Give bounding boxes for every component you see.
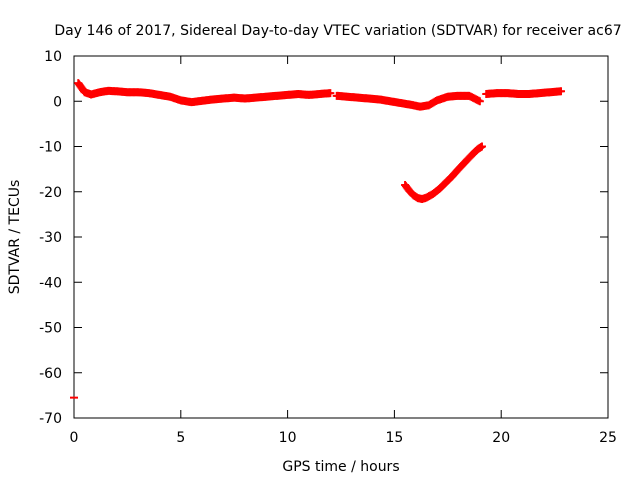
x-tick-label: 0: [70, 430, 79, 446]
y-tick-label: 0: [53, 94, 62, 110]
y-tick-label: -10: [39, 140, 62, 156]
x-axis: 0 5 10 15 20 25: [70, 56, 617, 446]
data-point-hook-track: [477, 142, 486, 151]
y-tick-label: -70: [39, 411, 62, 427]
data-point-main-track: [326, 89, 335, 98]
chart-title: Day 146 of 2017, Sidereal Day-to-day VTE…: [54, 23, 621, 39]
plot-frame: [73, 55, 609, 419]
x-tick-label: 15: [385, 430, 403, 446]
y-axis: 10 0 -10 -20 -30 -40 -50 -60 -70: [39, 49, 608, 427]
y-tick-label: -40: [39, 275, 62, 291]
y-tick-label: -50: [39, 321, 62, 337]
x-tick-label: 10: [279, 430, 297, 446]
x-tick-label: 25: [599, 430, 617, 446]
y-tick-label: -30: [39, 230, 62, 246]
data-points: [70, 79, 566, 399]
x-tick-label: 5: [176, 430, 185, 446]
data-point-main-track-3: [557, 87, 566, 96]
y-axis-label: SDTVAR / TECUs: [7, 180, 23, 295]
y-tick-label: -60: [39, 366, 62, 382]
data-point-main-track-2: [475, 97, 484, 106]
x-tick-label: 20: [492, 430, 510, 446]
y-tick-label: -20: [39, 185, 62, 201]
y-tick-label: 10: [44, 49, 62, 65]
x-axis-label: GPS time / hours: [282, 459, 399, 475]
